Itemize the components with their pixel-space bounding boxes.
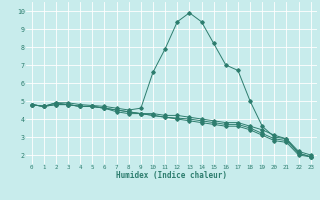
X-axis label: Humidex (Indice chaleur): Humidex (Indice chaleur) xyxy=(116,171,227,180)
